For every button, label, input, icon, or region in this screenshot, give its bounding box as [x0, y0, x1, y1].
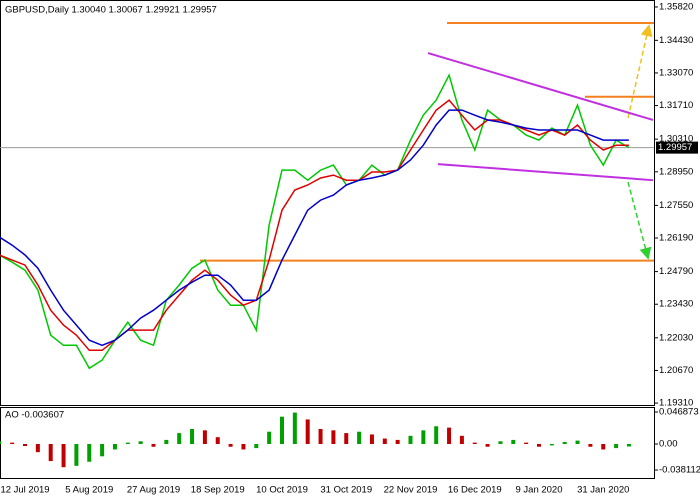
ao-bar [562, 441, 567, 445]
channel-line [437, 163, 654, 182]
channel-line [427, 52, 654, 121]
y-tick-label: 1.35820 [659, 1, 693, 12]
y-tick-label: 1.31710 [659, 100, 693, 111]
ao-bar [292, 412, 297, 445]
ao-bar [10, 442, 15, 445]
ao-bar [280, 416, 284, 445]
y-tick-label: 0.00 [659, 439, 678, 450]
x-tick-label: 16 Dec 2019 [448, 485, 502, 496]
y-tick-label: 1.23430 [659, 299, 693, 310]
ao-bar [87, 444, 92, 462]
y-tick-label: -0.038112 [659, 465, 700, 476]
ao-bar [74, 444, 79, 466]
ao-bar [601, 444, 606, 450]
ao-bar [447, 427, 452, 445]
ao-bar [575, 440, 580, 445]
ao-bar [511, 439, 516, 445]
ao-bar [588, 444, 593, 447]
y-tick-label: 1.33070 [659, 67, 693, 78]
y-tick-label: 1.19310 [659, 398, 693, 409]
ao-bar [177, 433, 182, 445]
ao-bar [202, 430, 207, 445]
ao-bar [395, 439, 400, 445]
x-tick-label: 31 Oct 2019 [320, 485, 372, 496]
x-tick-label: 27 Aug 2019 [127, 485, 180, 496]
ao-bar [382, 438, 387, 445]
y-tick-label: 1.27550 [659, 200, 693, 211]
ao-bar [331, 430, 336, 445]
y-tick-label: 1.20670 [659, 365, 693, 376]
x-tick-label: 12 Jul 2019 [0, 485, 49, 496]
x-tick-label: 10 Oct 2019 [256, 485, 308, 496]
ao-bar [125, 442, 130, 445]
x-tick-label: 31 Jan 2020 [577, 485, 629, 496]
y-tick-label: 1.30310 [659, 134, 693, 145]
y-tick-label: 1.28950 [659, 166, 693, 177]
ao-bar [549, 444, 554, 446]
ao-bar [318, 428, 323, 445]
ao-bar [472, 442, 477, 445]
ao-bar [164, 439, 169, 445]
ma-line [0, 109, 629, 347]
y-tick-label: 1.22030 [659, 332, 693, 343]
ao-bar [241, 444, 246, 450]
last-price-box [656, 141, 698, 154]
ao-bar [267, 431, 272, 445]
ao-bar [357, 431, 362, 445]
ao-bar [0, 441, 2, 445]
x-tick-label: 22 Nov 2019 [384, 485, 438, 496]
y-tick-label: 1.26190 [659, 233, 693, 244]
ao-frame [0, 407, 655, 479]
y-tick-label: 1.34430 [659, 35, 693, 46]
ao-bar [459, 435, 464, 445]
ao-bar [61, 444, 66, 468]
ao-bar [100, 444, 105, 457]
y-tick-label: 0.046873 [659, 407, 699, 418]
ao-bar [626, 444, 631, 447]
ao-bar [23, 444, 27, 447]
ao-bar [498, 441, 503, 445]
chart-title: GBPUSD,Daily 1.30040 1.30067 1.29921 1.2… [5, 5, 217, 16]
ao-bar [112, 444, 117, 450]
ma-line [0, 99, 629, 352]
ao-bar [485, 444, 490, 447]
ao-bar [35, 444, 40, 453]
ao-bar [344, 433, 349, 445]
ao-bar [434, 426, 439, 445]
ao-bar [369, 434, 374, 445]
last-price-label: 1.29957 [658, 142, 692, 153]
ao-bar [228, 444, 233, 447]
ao-bar [138, 441, 143, 445]
ao-bar [614, 444, 619, 449]
up-arrow [627, 24, 653, 119]
ao-title: AO -0.003607 [5, 410, 64, 421]
ao-bar [524, 442, 529, 445]
ao-bar [254, 444, 259, 449]
ao-bar [215, 437, 220, 445]
ao-bar [408, 435, 413, 445]
ao-bar [190, 428, 195, 445]
main-frame [0, 0, 655, 406]
ao-bar [421, 430, 426, 445]
x-tick-label: 9 Jan 2020 [515, 485, 562, 496]
x-tick-label: 18 Sep 2019 [191, 485, 245, 496]
ao-bar [48, 444, 53, 462]
ma-line [0, 73, 630, 370]
down-arrow [627, 181, 652, 260]
ao-bar [151, 444, 156, 447]
ao-bar [537, 444, 541, 447]
y-tick-label: 1.24790 [659, 266, 693, 277]
ao-bar [305, 419, 310, 445]
x-tick-label: 5 Aug 2019 [65, 485, 113, 496]
